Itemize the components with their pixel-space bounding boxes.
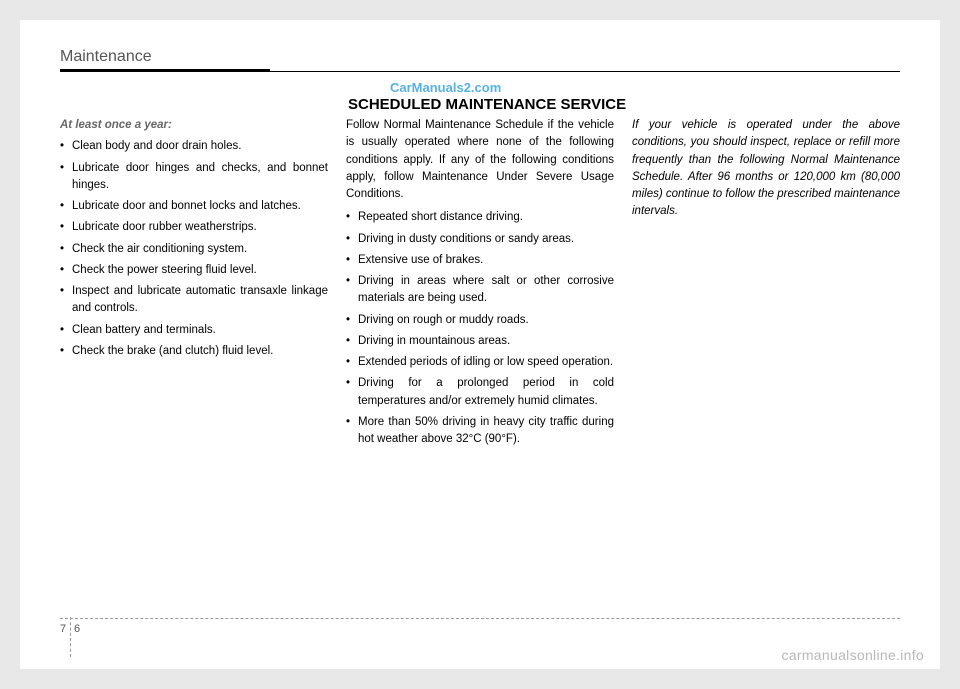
list-item: Inspect and lubricate automatic transaxl… (60, 283, 328, 318)
footer-numbers: 7 6 (60, 623, 900, 639)
list-item: Driving in areas where salt or other cor… (346, 273, 614, 308)
watermark-top: CarManuals2.com (390, 80, 501, 95)
list-item: Lubricate door and bonnet locks and latc… (60, 198, 328, 215)
list-item: Check the power steering fluid level. (60, 262, 328, 279)
list-item: Driving in mountainous areas. (346, 333, 614, 350)
col1-list: Clean body and door drain holes. Lubrica… (60, 138, 328, 360)
list-item: More than 50% driving in heavy city traf… (346, 414, 614, 449)
list-item: Driving for a prolonged period in cold t… (346, 375, 614, 410)
watermark-bottom: carmanualsonline.info (782, 647, 925, 663)
col1-subhead: At least once a year: (60, 117, 328, 134)
column-1: At least once a year: Clean body and doo… (60, 117, 328, 452)
list-item: Extended periods of idling or low speed … (346, 354, 614, 371)
col2-list: Repeated short distance driving. Driving… (346, 209, 614, 448)
column-3: If your vehicle is operated under the ab… (632, 117, 900, 452)
list-item: Check the air conditioning system. (60, 241, 328, 258)
footer-vertical-dash (70, 617, 71, 657)
list-item: Check the brake (and clutch) fluid level… (60, 343, 328, 360)
list-item: Clean battery and terminals. (60, 322, 328, 339)
col2-intro: Follow Normal Maintenance Schedule if th… (346, 117, 614, 203)
footer-dash-rule (60, 618, 900, 619)
col3-text: If your vehicle is operated under the ab… (632, 117, 900, 221)
list-item: Driving on rough or muddy roads. (346, 312, 614, 329)
manual-page: Maintenance CarManuals2.com SCHEDULED MA… (20, 20, 940, 669)
list-item: Driving in dusty conditions or sandy are… (346, 231, 614, 248)
header-title: Maintenance (60, 48, 900, 68)
list-item: Repeated short distance driving. (346, 209, 614, 226)
content-columns: At least once a year: Clean body and doo… (60, 117, 900, 452)
header-rule-thin (60, 71, 900, 72)
page-number: 6 (74, 623, 80, 635)
list-item: Extensive use of brakes. (346, 252, 614, 269)
column-2: Follow Normal Maintenance Schedule if th… (346, 117, 614, 452)
list-item: Clean body and door drain holes. (60, 138, 328, 155)
page-section-number: 7 (60, 623, 66, 635)
list-item: Lubricate door rubber weatherstrips. (60, 219, 328, 236)
list-item: Lubricate door hinges and checks, and bo… (60, 160, 328, 195)
page-footer: 7 6 (60, 618, 900, 639)
page-header: Maintenance (60, 48, 900, 72)
section-title: SCHEDULED MAINTENANCE SERVICE (348, 96, 900, 113)
